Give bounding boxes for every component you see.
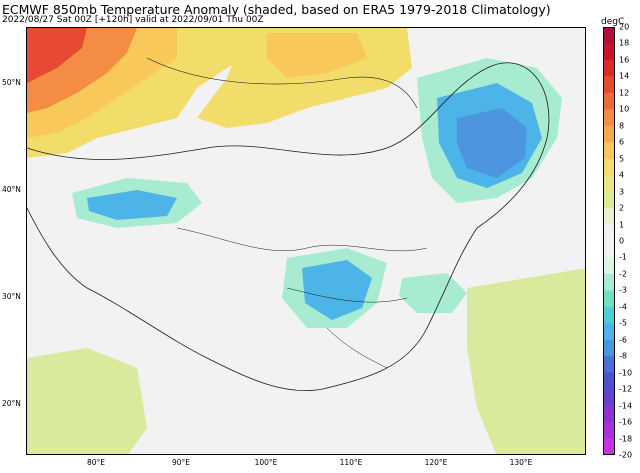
colorbar-segment xyxy=(603,175,615,193)
colorbar-tick-label: -6 xyxy=(619,335,627,345)
colorbar-segment xyxy=(603,323,615,341)
colorbar-segment xyxy=(603,438,615,455)
colorbar-tick-label: 5 xyxy=(619,154,625,164)
colorbar-segment xyxy=(603,59,615,77)
colorbar-segment xyxy=(603,43,615,61)
lon-label-80: 80°E xyxy=(86,458,106,467)
colorbar-segment xyxy=(603,356,615,374)
colorbar-segment xyxy=(603,405,615,423)
lat-label-40: 40°N xyxy=(2,185,21,194)
colorbar-tick-label: 3 xyxy=(619,187,625,197)
colorbar-tick-label: 8 xyxy=(619,121,625,131)
colorbar-tick-label: -12 xyxy=(619,384,633,394)
colorbar-tick-label: 20 xyxy=(619,22,630,32)
lon-label-120: 120°E xyxy=(424,458,448,467)
colorbar-tick-label: 18 xyxy=(619,38,630,48)
colorbar-tick-label: 10 xyxy=(619,104,630,114)
anomaly-map xyxy=(27,28,585,454)
colorbar-tick-label: 12 xyxy=(619,88,630,98)
colorbar-segment xyxy=(603,339,615,357)
colorbar-segment xyxy=(603,389,615,407)
colorbar-segment xyxy=(603,257,615,275)
map-subtitle: 2022/08/27 Sat 00Z [+120h] valid at 2022… xyxy=(2,15,264,25)
colorbar-tick-label: -1 xyxy=(619,252,627,262)
lat-label-30: 30°N xyxy=(2,292,21,301)
map-plot-area xyxy=(26,27,586,455)
lat-label-20: 20°N xyxy=(2,399,21,408)
colorbar-segment xyxy=(603,241,615,258)
colorbar-tick-label: -3 xyxy=(619,285,627,295)
colorbar-segment xyxy=(603,125,615,143)
colorbar-tick-label: -2 xyxy=(619,269,627,279)
colorbar-unit: degC xyxy=(601,17,625,27)
colorbar-tick-label: 6 xyxy=(619,137,625,147)
colorbar-tick-label: 1 xyxy=(619,220,625,230)
colorbar-segment xyxy=(603,273,615,291)
colorbar-segment xyxy=(603,76,615,94)
colorbar-tick-label: 16 xyxy=(619,55,630,65)
colorbar-tick-label: -20 xyxy=(619,450,633,460)
colorbar-tick-label: -4 xyxy=(619,302,627,312)
colorbar-tick-label: 4 xyxy=(619,170,625,180)
colorbar-segment xyxy=(603,27,615,44)
colorbar-segment xyxy=(603,158,615,176)
colorbar-tick-label: -18 xyxy=(619,434,633,444)
lon-label-130: 130°E xyxy=(509,458,533,467)
colorbar-segment xyxy=(603,142,615,160)
lon-label-100: 100°E xyxy=(254,458,278,467)
colorbar-segment xyxy=(603,92,615,110)
lon-label-110: 110°E xyxy=(339,458,363,467)
lat-label-50: 50°N xyxy=(2,78,21,87)
colorbar-segment xyxy=(603,422,615,440)
colorbar-tick-label: -8 xyxy=(619,351,627,361)
colorbar-segment xyxy=(603,372,615,390)
colorbar-segment xyxy=(603,224,615,242)
colorbar xyxy=(603,27,615,455)
colorbar-segment xyxy=(603,208,615,226)
lon-label-90: 90°E xyxy=(171,458,191,467)
map-title: ECMWF 850mb Temperature Anomaly (shaded,… xyxy=(2,2,551,17)
colorbar-segment xyxy=(603,290,615,308)
colorbar-tick-label: -5 xyxy=(619,318,627,328)
colorbar-tick-label: 14 xyxy=(619,71,630,81)
colorbar-segment xyxy=(603,109,615,127)
colorbar-tick-label: 2 xyxy=(619,203,625,213)
colorbar-tick-label: 0 xyxy=(619,236,625,246)
colorbar-tick-label: -10 xyxy=(619,368,633,378)
colorbar-segment xyxy=(603,191,615,209)
colorbar-segment xyxy=(603,306,615,324)
colorbar-tick-label: -16 xyxy=(619,417,633,427)
colorbar-tick-label: -14 xyxy=(619,401,633,411)
